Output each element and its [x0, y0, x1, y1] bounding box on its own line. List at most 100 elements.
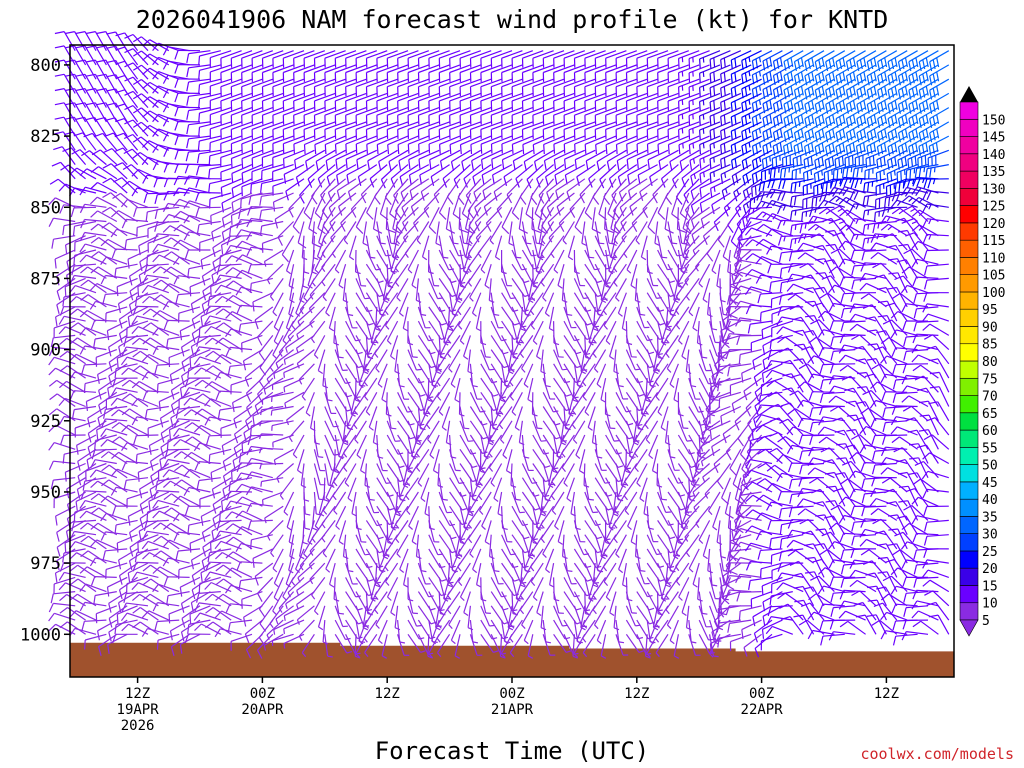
wind-barb	[489, 221, 503, 245]
wind-barb	[709, 107, 731, 126]
wind-barb	[636, 135, 658, 154]
y-tick-label: 875	[30, 269, 61, 289]
wind-barb	[386, 50, 409, 68]
wind-barb	[196, 220, 221, 235]
colorbar-label: 55	[982, 441, 998, 456]
wind-barb	[667, 92, 690, 111]
wind-barb	[464, 207, 474, 235]
wind-barb	[345, 121, 367, 139]
wind-barb	[469, 121, 492, 139]
x-tick-label: 20APR	[241, 702, 284, 718]
wind-barb	[345, 92, 367, 111]
wind-barb	[345, 64, 367, 82]
wind-barb	[75, 73, 97, 94]
wind-barb	[521, 78, 544, 97]
wind-barb	[334, 64, 357, 82]
wind-barb	[619, 192, 638, 217]
wind-barb	[481, 149, 502, 170]
wind-barb	[745, 217, 773, 227]
wind-barb	[490, 92, 513, 111]
wind-barb	[407, 64, 430, 82]
wind-barb	[407, 50, 430, 68]
wind-barb	[251, 92, 274, 111]
wind-barb	[678, 78, 700, 97]
colorbar-label: 140	[982, 148, 1005, 163]
wind-barb	[428, 92, 450, 111]
wind-barb	[490, 107, 513, 125]
wind-barb	[678, 64, 700, 83]
wind-barb	[438, 192, 451, 220]
wind-barb	[532, 92, 554, 111]
wind-barb	[334, 78, 357, 97]
wind-barb	[553, 50, 575, 68]
wind-barb	[636, 50, 658, 68]
x-tick-label: 19APR	[117, 702, 160, 718]
wind-barb	[110, 228, 138, 238]
wind-barb	[573, 107, 596, 125]
wind-barb	[511, 107, 534, 125]
wind-barb	[579, 178, 596, 204]
wind-barb	[355, 135, 378, 154]
wind-barb	[198, 121, 221, 137]
wind-barb	[449, 50, 471, 68]
wind-barb	[142, 67, 170, 80]
wind-barb	[511, 121, 534, 139]
wind-barb	[605, 50, 627, 68]
wind-barb	[563, 107, 586, 125]
wind-barb	[338, 192, 357, 216]
wind-barb	[751, 149, 773, 171]
wind-barb	[376, 92, 398, 111]
wind-barb	[241, 135, 263, 154]
wind-barb	[334, 92, 357, 111]
wind-barb	[355, 207, 367, 235]
wind-barb	[198, 50, 221, 66]
wind-barb	[699, 149, 721, 169]
wind-barb	[72, 220, 97, 236]
wind-barb	[209, 92, 232, 110]
wind-barb	[553, 135, 575, 154]
colorbar-swatch	[959, 308, 979, 327]
colorbar-swatch	[959, 222, 979, 241]
wind-barb	[678, 135, 700, 155]
colorbar-swatch	[959, 257, 979, 275]
colorbar-swatch	[959, 101, 979, 120]
wind-barb	[208, 178, 232, 194]
wind-barb	[459, 50, 482, 68]
wind-barb	[115, 32, 139, 52]
wind-barb	[625, 92, 648, 111]
wind-barb	[79, 203, 107, 214]
wind-barb	[91, 149, 118, 166]
wind-barb	[124, 235, 149, 250]
wind-barb	[481, 164, 502, 185]
x-tick-label: 00Z	[499, 686, 524, 702]
wind-barb	[471, 149, 492, 171]
wind-barb	[811, 192, 835, 208]
wind-barb	[730, 92, 752, 113]
wind-barb	[392, 235, 399, 261]
wind-barb	[430, 164, 450, 186]
wind-barb	[241, 107, 263, 125]
wind-barb	[563, 64, 586, 82]
wind-barb	[293, 107, 315, 125]
colorbar-label: 5	[982, 614, 990, 629]
wind-barb	[147, 235, 170, 253]
wind-barb	[378, 149, 398, 171]
colorbar-swatch	[959, 205, 979, 224]
colorbar-label: 105	[982, 269, 1005, 284]
wind-barb	[501, 78, 523, 97]
wind-barb	[96, 59, 118, 80]
wind-barb	[532, 64, 554, 82]
wind-barb	[450, 149, 471, 171]
wind-barb	[251, 78, 274, 97]
wind-barb	[154, 220, 180, 232]
wind-barb	[852, 164, 877, 179]
wind-barb	[615, 64, 638, 82]
wind-barb	[828, 195, 856, 208]
wind-barb	[492, 164, 513, 185]
wind-barb	[407, 92, 430, 111]
wind-barb	[241, 178, 263, 197]
wind-barb	[439, 135, 461, 154]
wind-barb	[229, 220, 253, 236]
wind-barb	[102, 177, 128, 194]
wind-barb	[563, 78, 586, 97]
